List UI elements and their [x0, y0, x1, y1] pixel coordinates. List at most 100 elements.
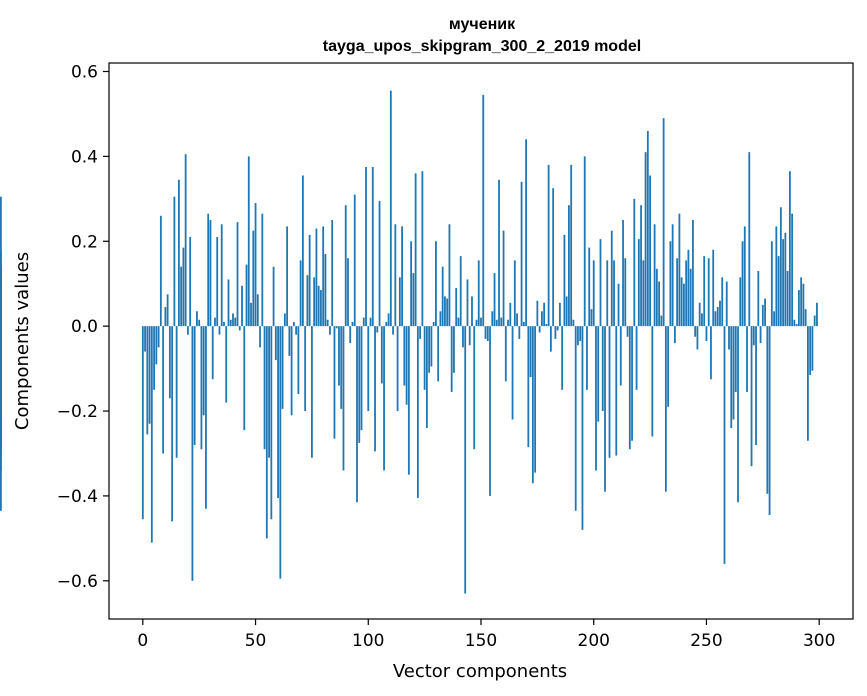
bar	[671, 224, 674, 327]
bar	[766, 326, 769, 494]
bar	[710, 326, 712, 380]
bar	[455, 287, 458, 327]
bar	[730, 326, 733, 429]
bar	[295, 326, 298, 335]
bar	[565, 296, 568, 327]
bar	[495, 319, 498, 327]
plot-frame	[108, 62, 854, 620]
bar	[554, 326, 557, 339]
bar	[811, 326, 814, 371]
bar	[184, 154, 187, 327]
bar	[748, 152, 751, 327]
bar	[725, 281, 728, 327]
bar	[473, 326, 476, 450]
bar	[189, 237, 192, 327]
bar	[802, 283, 805, 327]
bar	[376, 326, 379, 333]
bar	[669, 241, 672, 327]
bar	[223, 321, 225, 327]
bar	[146, 326, 149, 435]
bar	[306, 275, 309, 327]
x-tick-label: 100	[352, 631, 384, 651]
bar	[256, 294, 259, 327]
bar	[511, 326, 514, 420]
bar	[791, 213, 794, 327]
bar	[466, 279, 469, 327]
bar	[279, 326, 282, 579]
bar	[326, 319, 329, 327]
bar	[610, 230, 613, 327]
bar	[263, 326, 266, 450]
bar	[649, 175, 651, 327]
y-tick-label: 0.0	[71, 317, 98, 337]
bar	[292, 321, 295, 327]
bar	[315, 228, 318, 327]
bar	[635, 326, 638, 390]
bar	[622, 220, 624, 327]
bar	[734, 326, 737, 392]
y-tick-label: −0.2	[57, 402, 98, 422]
bar	[290, 326, 293, 416]
bar	[531, 326, 534, 484]
x-tick-label: 150	[465, 631, 497, 651]
bar	[489, 326, 491, 496]
bar	[261, 213, 264, 327]
bar	[214, 317, 216, 327]
bar	[200, 326, 203, 450]
bar	[692, 220, 694, 327]
bar	[423, 326, 426, 390]
bar	[175, 326, 178, 458]
bar	[750, 326, 753, 467]
bar	[247, 156, 250, 327]
bar	[468, 326, 471, 346]
bar	[482, 94, 485, 327]
bar	[770, 241, 773, 327]
bar	[655, 268, 658, 327]
bar	[191, 326, 194, 581]
bar	[597, 326, 600, 422]
bar	[471, 296, 473, 327]
bar	[259, 326, 261, 348]
bar	[283, 313, 286, 327]
bar	[297, 326, 300, 395]
bar	[299, 260, 302, 327]
bar	[563, 234, 566, 327]
bar	[236, 222, 239, 327]
bar	[322, 226, 325, 327]
bar	[153, 326, 155, 390]
bar	[218, 326, 221, 335]
bar	[687, 249, 690, 327]
x-tick-label: 300	[803, 631, 835, 651]
bar	[342, 326, 345, 471]
bar	[504, 326, 507, 382]
bar	[694, 326, 697, 337]
bar	[642, 260, 645, 327]
bar	[816, 302, 818, 327]
bar	[358, 326, 361, 443]
bar	[534, 326, 537, 473]
bar	[773, 311, 775, 327]
bar	[617, 283, 620, 327]
bar	[592, 260, 595, 327]
bar	[797, 290, 800, 327]
bar	[570, 164, 573, 327]
bar	[685, 260, 688, 327]
bar	[0, 326, 2, 331]
bar	[0, 196, 2, 327]
bar	[696, 326, 699, 350]
bar	[385, 321, 388, 327]
bar	[378, 200, 381, 327]
bar	[196, 311, 198, 327]
bar	[477, 260, 480, 327]
bar	[595, 326, 597, 471]
bar	[613, 260, 615, 327]
bar	[520, 181, 523, 327]
bar	[619, 326, 622, 386]
bar	[324, 253, 327, 327]
bar	[250, 302, 252, 327]
bar	[340, 326, 343, 409]
bar	[435, 241, 437, 327]
bar	[180, 266, 183, 327]
bar	[522, 321, 525, 327]
bar	[351, 321, 354, 327]
